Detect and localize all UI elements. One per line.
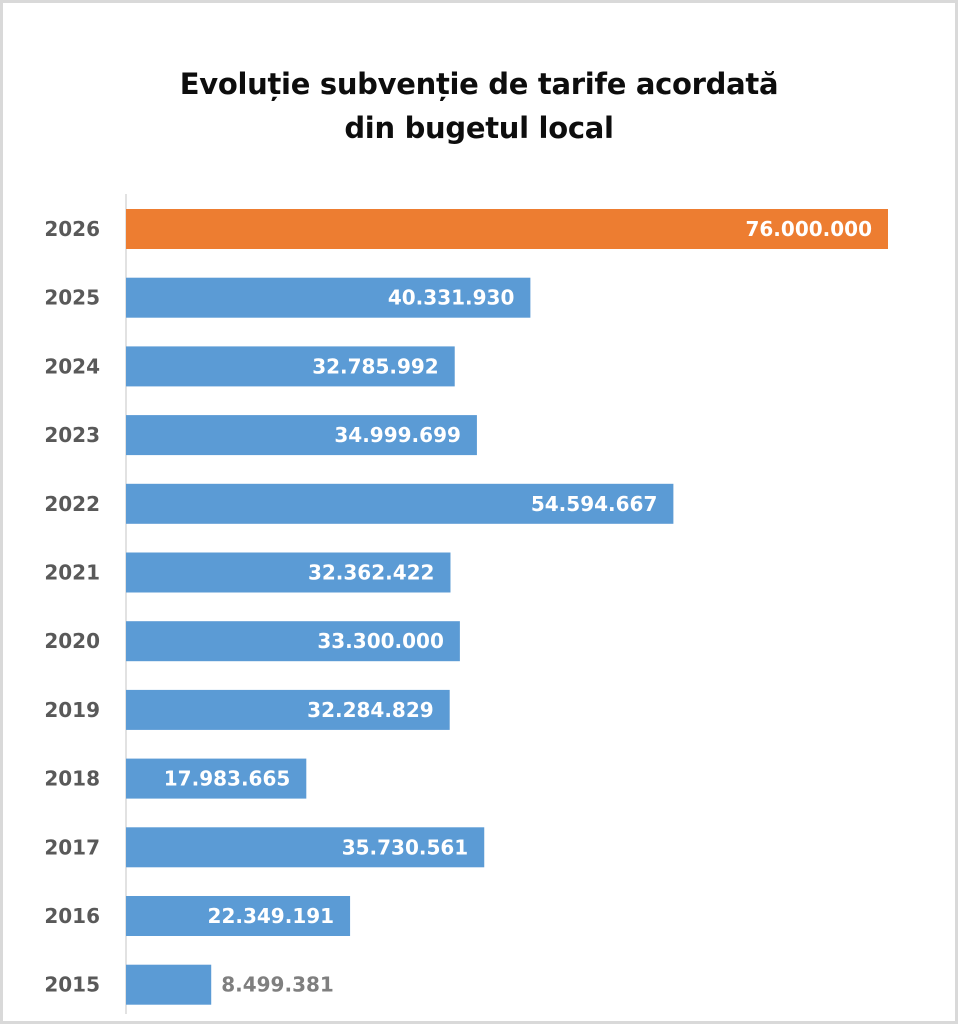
- category-tick-label: 2016: [44, 904, 100, 928]
- bar-2017: [126, 827, 485, 868]
- data-label-2021: 32.362.422: [308, 561, 435, 585]
- bar-2022: [126, 483, 674, 524]
- bar-2016: [126, 896, 351, 936]
- data-label-2023: 34.999.699: [334, 423, 461, 447]
- chart-title-line-1: Evoluție subvenție de tarife acordată: [179, 67, 779, 101]
- data-label-2026: 76.000.000: [745, 217, 872, 241]
- bar-2020: [126, 621, 460, 662]
- category-tick-label: 2019: [44, 698, 100, 722]
- bar-2024: [126, 346, 455, 387]
- chart-title-line-2: din bugetul local: [344, 111, 614, 145]
- data-label-2016: 22.349.191: [208, 904, 335, 928]
- category-tick-label: 2020: [44, 629, 100, 653]
- category-tick-label: 2023: [44, 423, 100, 447]
- chart-title: Evoluție subvenție de tarife acordată di…: [0, 62, 958, 150]
- data-label-2020: 33.300.000: [317, 629, 444, 653]
- bar-2025: [126, 277, 531, 318]
- category-tick-label: 2024: [44, 354, 100, 378]
- bar-2021: [126, 552, 451, 593]
- category-tick-label: 2015: [44, 973, 100, 997]
- category-tick-label: 2021: [44, 561, 100, 585]
- bar-2015: [126, 964, 212, 1005]
- data-label-2025: 40.331.930: [388, 286, 515, 310]
- data-label-2017: 35.730.561: [342, 835, 469, 859]
- data-label-2018: 17.983.665: [164, 767, 291, 791]
- bar-2026: [126, 209, 888, 249]
- category-tick-label: 2017: [44, 835, 100, 859]
- data-label-2022: 54.594.667: [531, 492, 658, 516]
- category-tick-label: 2018: [44, 767, 100, 791]
- bar-2018: [126, 758, 307, 799]
- category-tick-label: 2022: [44, 492, 100, 516]
- data-label-2024: 32.785.992: [312, 354, 439, 378]
- bar-2023: [126, 415, 477, 456]
- category-tick-label: 2026: [44, 217, 100, 241]
- bar-2019: [126, 689, 450, 730]
- category-tick-label: 2025: [44, 286, 100, 310]
- data-label-2015: 8.499.381: [221, 973, 334, 997]
- data-label-2019: 32.284.829: [307, 698, 434, 722]
